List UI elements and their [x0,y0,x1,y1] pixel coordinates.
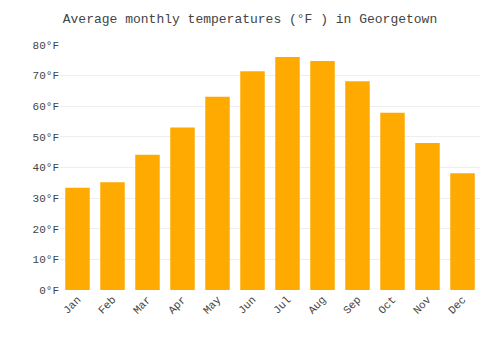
svg-text:May: May [201,294,224,317]
svg-text:80°F: 80°F [33,40,59,52]
svg-text:Dec: Dec [446,294,468,316]
svg-text:Nov: Nov [411,294,434,317]
svg-text:Apr: Apr [166,294,188,316]
svg-text:0°F: 0°F [39,285,59,297]
svg-text:Oct: Oct [376,294,398,316]
svg-text:Feb: Feb [96,294,118,316]
svg-text:70°F: 70°F [33,70,59,82]
svg-text:Jul: Jul [271,294,293,316]
svg-text:40°F: 40°F [33,162,59,174]
svg-text:Jun: Jun [236,294,258,316]
svg-text:Jan: Jan [61,294,83,316]
svg-text:Aug: Aug [306,294,328,316]
svg-text:Average monthly temperatures (: Average monthly temperatures (°F ) in Ge… [63,12,437,27]
svg-text:10°F: 10°F [33,254,59,266]
svg-text:60°F: 60°F [33,101,59,113]
svg-text:Mar: Mar [131,294,153,316]
svg-text:20°F: 20°F [33,224,59,236]
svg-text:50°F: 50°F [33,132,59,144]
svg-text:Sep: Sep [341,294,363,316]
svg-text:30°F: 30°F [33,193,59,205]
